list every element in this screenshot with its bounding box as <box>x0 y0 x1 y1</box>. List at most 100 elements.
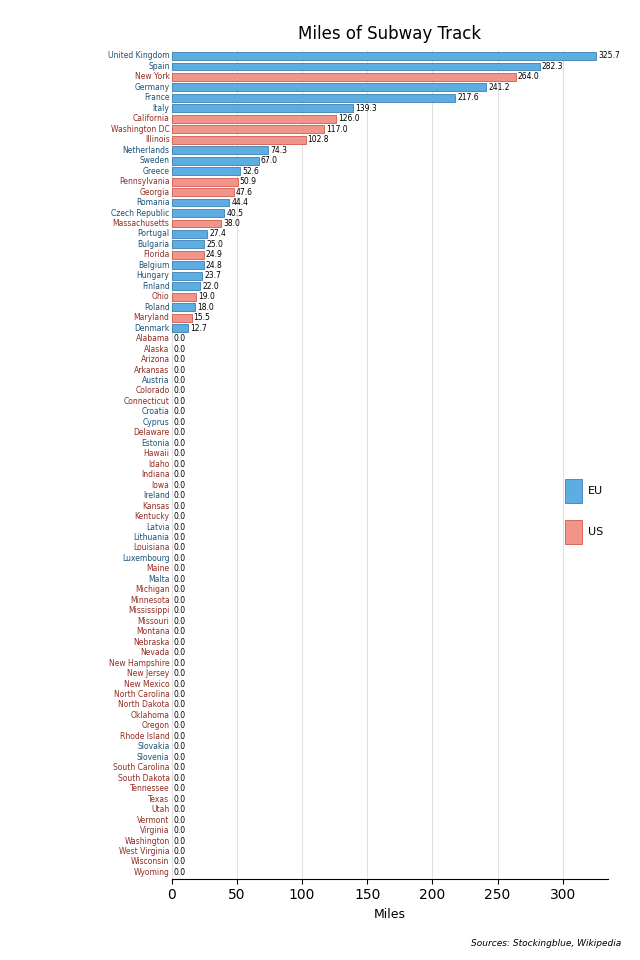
Text: Minnesota: Minnesota <box>130 596 170 605</box>
Bar <box>172 314 192 322</box>
Text: 0.0: 0.0 <box>173 439 186 447</box>
Bar <box>172 251 204 259</box>
Bar <box>172 73 516 81</box>
Text: 0.0: 0.0 <box>173 627 186 636</box>
Text: Tennessee: Tennessee <box>130 784 170 793</box>
Text: Slovenia: Slovenia <box>137 753 170 762</box>
Text: Illinois: Illinois <box>145 135 170 144</box>
X-axis label: Miles: Miles <box>374 908 406 921</box>
Text: 0.0: 0.0 <box>173 396 186 406</box>
Text: 0.0: 0.0 <box>173 732 186 741</box>
Text: 19.0: 19.0 <box>198 292 215 301</box>
Text: Idaho: Idaho <box>148 460 170 468</box>
Text: North Dakota: North Dakota <box>118 701 170 709</box>
Text: Arizona: Arizona <box>140 355 170 364</box>
Text: 15.5: 15.5 <box>194 313 211 323</box>
Bar <box>172 126 324 133</box>
Text: 102.8: 102.8 <box>308 135 329 144</box>
Text: 241.2: 241.2 <box>488 83 509 92</box>
Text: Vermont: Vermont <box>137 816 170 825</box>
Bar <box>172 293 196 300</box>
Text: 0.0: 0.0 <box>173 376 186 385</box>
Bar <box>172 230 207 238</box>
Text: Indiana: Indiana <box>141 470 170 479</box>
Text: 74.3: 74.3 <box>270 146 287 155</box>
Text: South Carolina: South Carolina <box>113 763 170 772</box>
Bar <box>172 115 336 123</box>
Text: 0.0: 0.0 <box>173 669 186 678</box>
Text: 0.0: 0.0 <box>173 512 186 521</box>
Text: Ohio: Ohio <box>152 292 170 301</box>
Text: 0.0: 0.0 <box>173 795 186 804</box>
Text: Malta: Malta <box>148 575 170 584</box>
Text: 0.0: 0.0 <box>173 826 186 835</box>
Text: 0.0: 0.0 <box>173 616 186 626</box>
Text: 44.4: 44.4 <box>232 198 248 207</box>
Text: Netherlands: Netherlands <box>123 146 170 155</box>
Bar <box>172 84 486 91</box>
Text: Kentucky: Kentucky <box>134 512 170 521</box>
Text: Rhode Island: Rhode Island <box>120 732 170 741</box>
Text: Luxembourg: Luxembourg <box>122 554 170 563</box>
Text: 264.0: 264.0 <box>518 72 540 82</box>
Bar <box>172 324 188 332</box>
Bar <box>172 105 353 112</box>
Text: Ireland: Ireland <box>143 492 170 500</box>
Bar <box>172 303 195 311</box>
Text: Nebraska: Nebraska <box>133 637 170 647</box>
Text: North Carolina: North Carolina <box>114 690 170 699</box>
Text: 12.7: 12.7 <box>190 324 207 333</box>
Text: 0.0: 0.0 <box>173 721 186 731</box>
Text: Latvia: Latvia <box>146 522 170 532</box>
Text: Connecticut: Connecticut <box>124 396 170 406</box>
Bar <box>172 240 204 249</box>
Text: New Hampshire: New Hampshire <box>109 659 170 667</box>
Text: 18.0: 18.0 <box>197 302 214 312</box>
Text: Iowa: Iowa <box>152 481 170 490</box>
Bar <box>172 188 234 196</box>
Text: Wyoming: Wyoming <box>134 868 170 876</box>
Bar <box>172 156 259 164</box>
Text: 0.0: 0.0 <box>173 753 186 762</box>
Text: Nevada: Nevada <box>140 648 170 658</box>
Text: 67.0: 67.0 <box>261 156 278 165</box>
Text: 0.0: 0.0 <box>173 470 186 479</box>
Text: Portugal: Portugal <box>138 229 170 238</box>
Text: Mississippi: Mississippi <box>128 607 170 615</box>
Text: 0.0: 0.0 <box>173 659 186 667</box>
Text: 0.0: 0.0 <box>173 345 186 353</box>
Text: 24.9: 24.9 <box>206 251 223 259</box>
Text: 0.0: 0.0 <box>173 836 186 846</box>
Text: 0.0: 0.0 <box>173 847 186 856</box>
Text: Louisiana: Louisiana <box>133 543 170 552</box>
Text: 117.0: 117.0 <box>326 125 348 133</box>
Text: 139.3: 139.3 <box>355 104 377 113</box>
Text: 22.0: 22.0 <box>202 282 219 291</box>
Text: 282.3: 282.3 <box>541 62 563 71</box>
Text: 0.0: 0.0 <box>173 774 186 782</box>
Text: 0.0: 0.0 <box>173 418 186 427</box>
Text: 50.9: 50.9 <box>240 177 257 186</box>
Text: Italy: Italy <box>153 104 170 113</box>
Text: South Dakota: South Dakota <box>118 774 170 782</box>
Text: Montana: Montana <box>136 627 170 636</box>
Text: Maryland: Maryland <box>134 313 170 323</box>
Bar <box>172 261 204 269</box>
Text: Hawaii: Hawaii <box>143 449 170 458</box>
Text: 0.0: 0.0 <box>173 564 186 573</box>
Text: 0.0: 0.0 <box>173 366 186 374</box>
Text: Belgium: Belgium <box>138 261 170 270</box>
Text: Washington DC: Washington DC <box>111 125 170 133</box>
Text: Finland: Finland <box>142 282 170 291</box>
Text: Poland: Poland <box>144 302 170 312</box>
Text: 0.0: 0.0 <box>173 596 186 605</box>
Text: Estonia: Estonia <box>141 439 170 447</box>
Text: France: France <box>144 93 170 103</box>
Bar <box>172 167 240 175</box>
Text: Massachusetts: Massachusetts <box>113 219 170 228</box>
Text: Florida: Florida <box>143 251 170 259</box>
Text: 0.0: 0.0 <box>173 575 186 584</box>
Text: Lithuania: Lithuania <box>134 533 170 542</box>
Text: 0.0: 0.0 <box>173 690 186 699</box>
Text: 0.0: 0.0 <box>173 784 186 793</box>
